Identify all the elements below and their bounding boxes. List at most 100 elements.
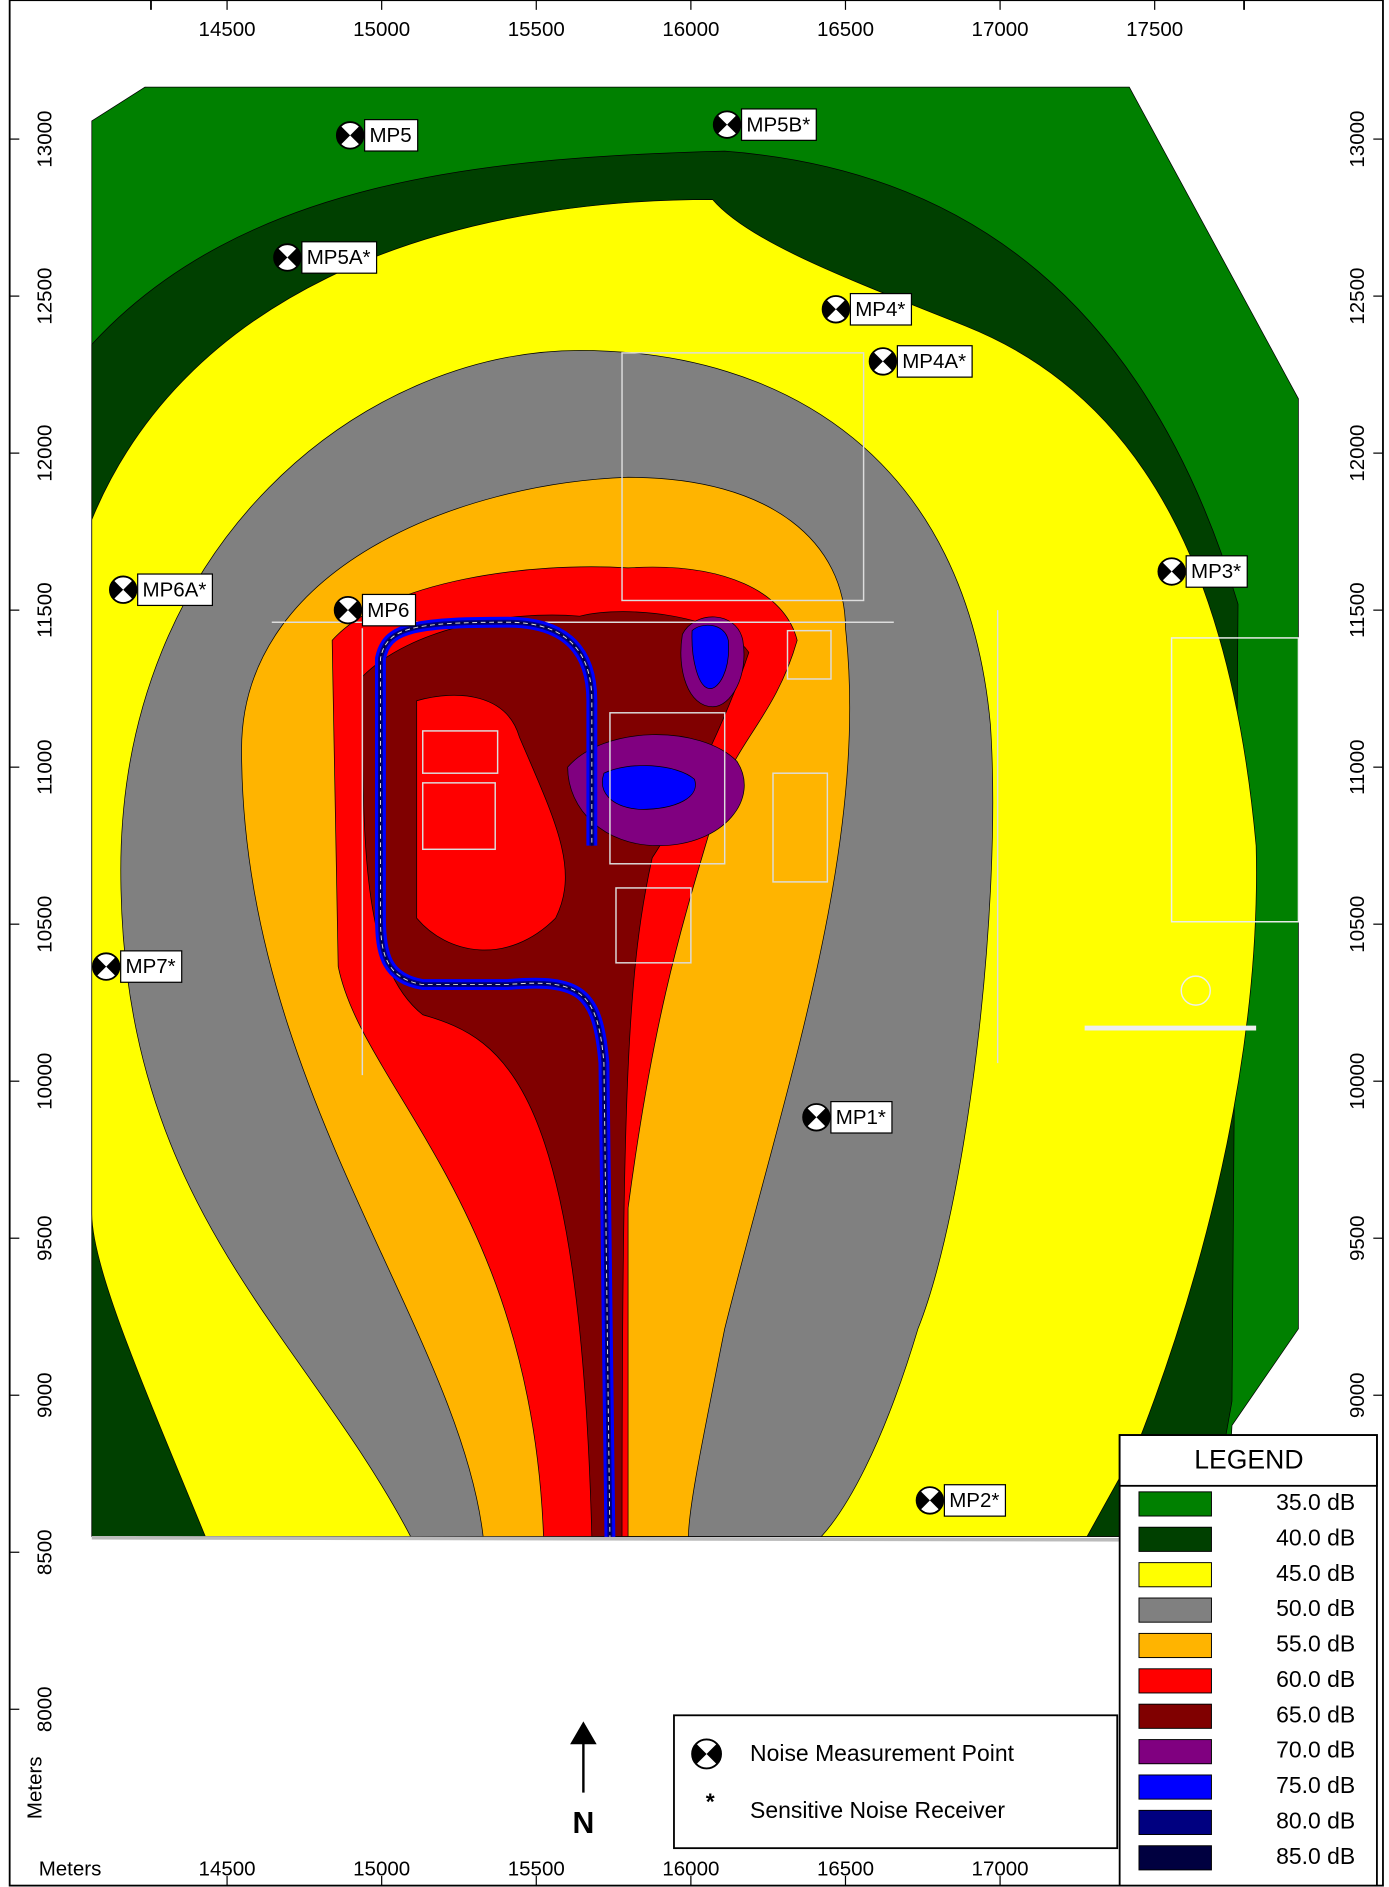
boundary-line	[91, 1535, 1299, 1542]
legend-swatch	[1138, 1739, 1212, 1765]
north-arrow-head	[570, 1721, 597, 1745]
point-wedge	[92, 957, 107, 976]
point-label-box	[896, 345, 973, 378]
legend-label: 65.0 dB	[1276, 1701, 1355, 1727]
x-tick-label: 17000	[972, 1857, 1029, 1880]
point-symbol	[1157, 557, 1186, 586]
legend-swatch	[1138, 1668, 1212, 1694]
key-box	[673, 1714, 1119, 1850]
point-wedge	[334, 600, 348, 620]
legend-label: 55.0 dB	[1276, 1631, 1355, 1657]
point-wedge	[347, 600, 362, 620]
point-symbol	[335, 121, 365, 150]
symbol-key: Noise Measurement Point * Sensitive Nois…	[673, 1714, 1119, 1850]
point-wedge	[109, 580, 124, 600]
y-tick-label: 10000	[1346, 1053, 1369, 1110]
facility-line	[422, 730, 499, 774]
legend-swatch	[1138, 1809, 1212, 1835]
x-tick-label: 15500	[508, 1857, 565, 1880]
point-wedge	[106, 957, 120, 976]
y-tick-label: 12500	[33, 268, 56, 325]
map-frame	[8, 0, 1384, 1887]
point-symbol	[802, 1103, 831, 1132]
y-tick-label: 9500	[1346, 1215, 1369, 1261]
point-wedge	[869, 352, 883, 371]
y-tick-label: 8500	[33, 1529, 56, 1575]
y-tick-label: 9000	[33, 1372, 56, 1418]
facility-line	[609, 712, 726, 865]
x-tick-label: 15000	[353, 1857, 410, 1880]
point-label-box	[740, 108, 817, 141]
legend-label: 85.0 dB	[1276, 1843, 1355, 1869]
point-wedge	[822, 299, 836, 319]
facility-line	[422, 782, 496, 851]
track	[375, 616, 616, 1541]
point-wedge	[123, 580, 137, 600]
point-wedge	[916, 1491, 930, 1510]
key-symbol	[691, 1738, 722, 1770]
point-wedge	[706, 1743, 722, 1765]
point-symbol	[821, 295, 851, 324]
point-wedge	[287, 248, 301, 267]
legend-swatch	[1138, 1597, 1212, 1623]
point-wedge	[835, 299, 850, 319]
point-wedge	[350, 125, 364, 145]
legend-label: 40.0 dB	[1276, 1524, 1355, 1550]
legend-label: 70.0 dB	[1276, 1737, 1355, 1763]
legend-label: 75.0 dB	[1276, 1772, 1355, 1798]
point-wedge	[803, 1107, 817, 1127]
facility-line	[1180, 975, 1211, 1006]
x-tick-label: 14500	[199, 18, 256, 41]
point-label-box	[364, 119, 419, 152]
facility-line	[786, 629, 832, 680]
legend-swatch	[1138, 1845, 1212, 1871]
y-tick-label: 9000	[1346, 1372, 1369, 1418]
y-tick-label: 10000	[33, 1053, 56, 1110]
point-label-box	[301, 241, 378, 274]
y-tick-label: 13000	[33, 111, 56, 168]
y-tick-label: 12500	[1346, 268, 1369, 325]
y-tick-label: 9500	[33, 1215, 56, 1261]
legend-label: 50.0 dB	[1276, 1595, 1355, 1621]
facility-line	[621, 352, 865, 602]
y-tick-label: 11500	[33, 582, 56, 638]
point-wedge	[816, 1107, 830, 1127]
point-label-box	[943, 1484, 1007, 1517]
point-wedge	[336, 125, 351, 145]
point-label: MP5	[369, 124, 411, 147]
point-label: MP6A*	[143, 578, 207, 601]
legend-label: 60.0 dB	[1276, 1666, 1355, 1692]
point-symbol	[868, 347, 898, 376]
point-symbol	[108, 575, 138, 604]
point-label-box	[1185, 555, 1248, 588]
point-label: MP7*	[125, 955, 175, 978]
point-wedge	[727, 115, 741, 135]
axes: 14500 15000 15500 16000 16500 17000 17500 14500…	[9, 0, 1383, 1886]
y-tick-label: 8000	[33, 1686, 56, 1732]
y-tick-label: 10500	[33, 896, 56, 953]
point-label-box	[120, 950, 183, 983]
point-label: MP4A*	[902, 350, 966, 373]
y-tick-label: 10500	[1346, 896, 1369, 953]
x-tick-label: 14500	[199, 1857, 256, 1880]
point-label: MP5A*	[307, 246, 371, 269]
point-symbol	[91, 952, 121, 981]
point-wedge	[1158, 562, 1172, 581]
x-tick-label: 17000	[972, 18, 1029, 41]
point-symbol	[691, 1738, 722, 1770]
point-wedge	[929, 1491, 944, 1510]
y-tick-label: 11500	[1346, 582, 1369, 638]
legend-swatch	[1138, 1774, 1212, 1800]
point-symbol	[915, 1486, 945, 1515]
y-tick-label: 13000	[1346, 111, 1369, 168]
point-label-box	[137, 573, 214, 607]
x-tick-label: 17500	[1126, 18, 1183, 41]
key-label: Noise Measurement Point	[750, 1740, 1015, 1766]
point-symbol	[273, 243, 302, 272]
legend-label: 80.0 dB	[1276, 1807, 1355, 1833]
x-tick-label: 15000	[353, 18, 410, 41]
legend-label: 35.0 dB	[1276, 1489, 1355, 1515]
legend-title: LEGEND	[1194, 1445, 1303, 1475]
